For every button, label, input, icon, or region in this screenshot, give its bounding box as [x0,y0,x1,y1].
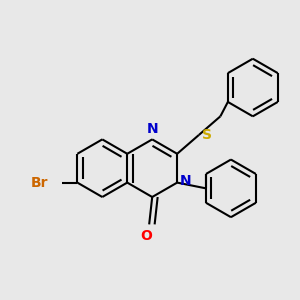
Text: N: N [146,122,158,136]
Text: O: O [140,229,152,243]
Text: N: N [180,174,192,188]
Text: S: S [202,128,212,142]
Text: Br: Br [31,176,49,190]
